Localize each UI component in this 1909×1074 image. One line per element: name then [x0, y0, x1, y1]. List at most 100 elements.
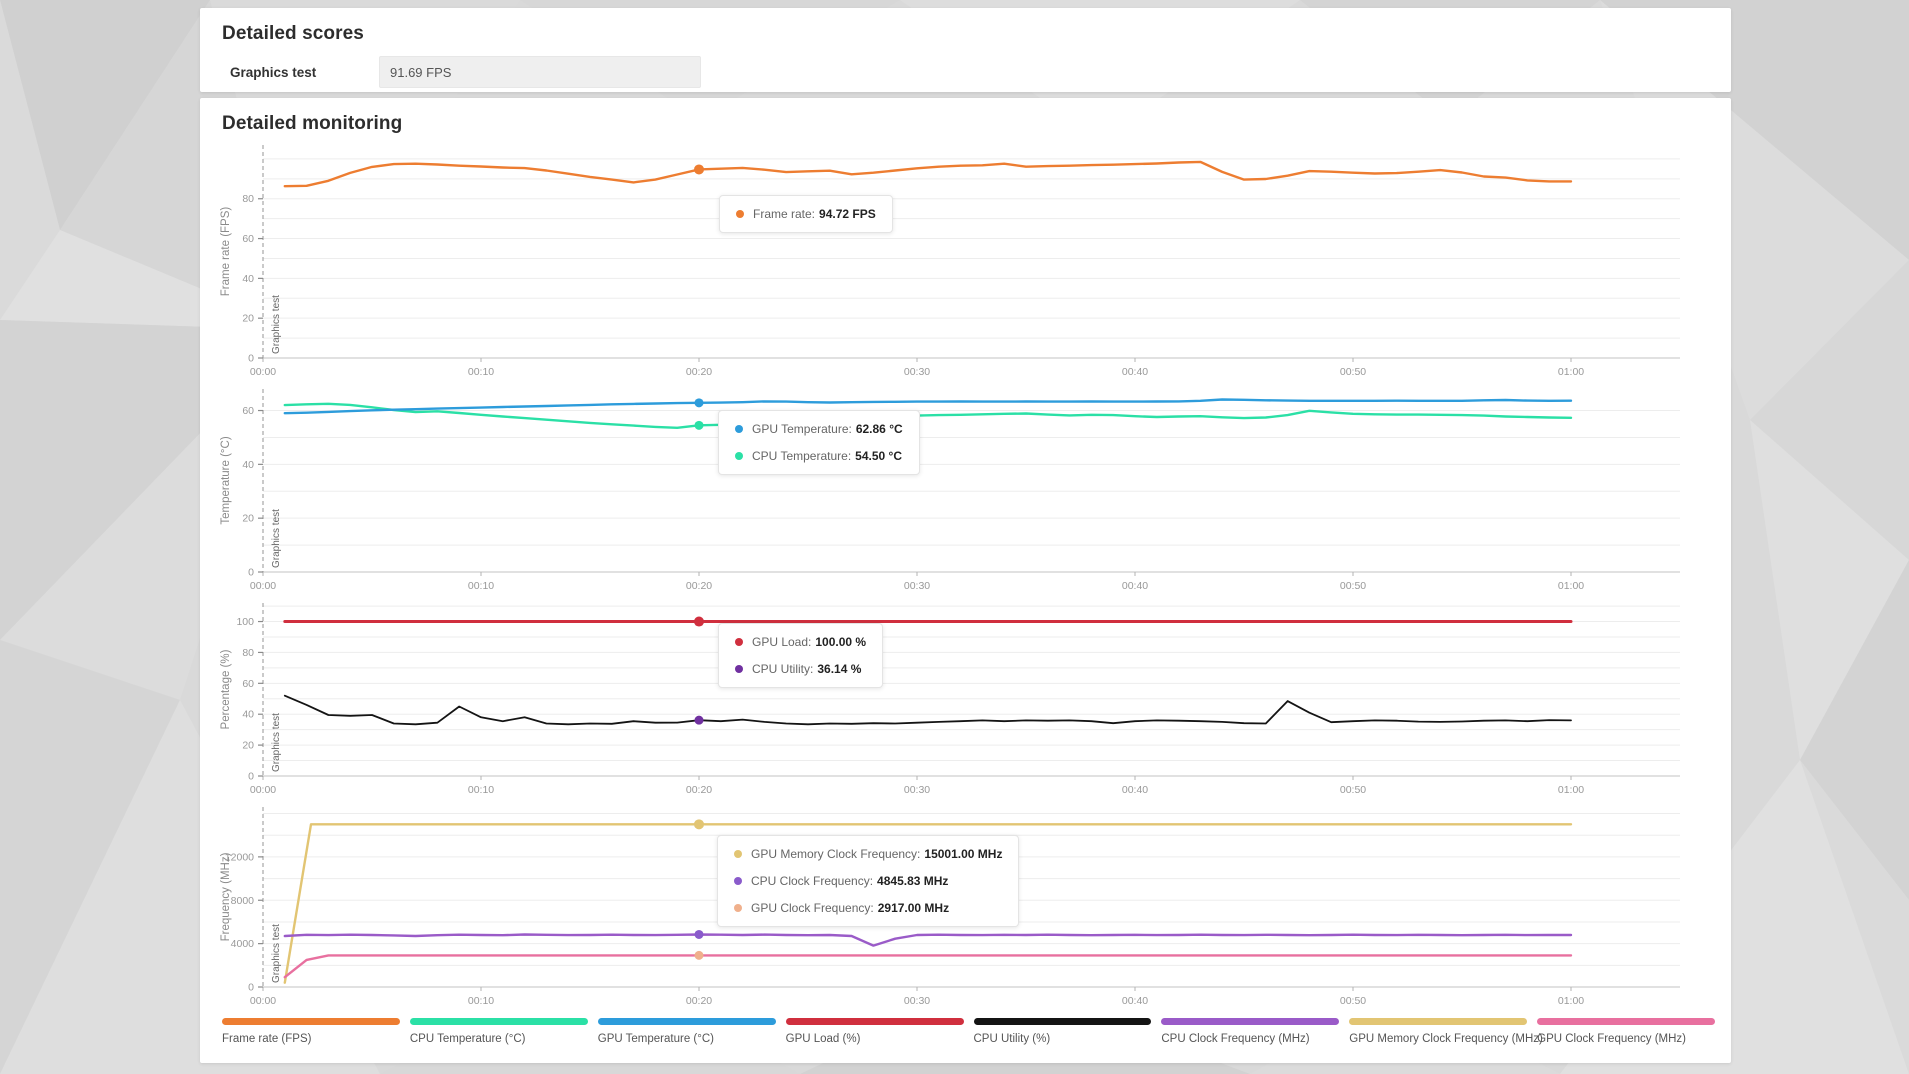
y-tick-label: 100 — [236, 616, 254, 628]
y-tick-label: 80 — [242, 647, 254, 659]
tooltip-series-dot-icon — [734, 904, 742, 912]
legend-label: GPU Memory Clock Frequency (MHz) — [1349, 1033, 1543, 1045]
hover-marker — [694, 164, 704, 175]
tooltip-series-dot-icon — [736, 210, 744, 218]
hover-marker — [694, 929, 704, 939]
x-tick-label: 00:10 — [468, 784, 494, 796]
y-tick-label: 60 — [242, 405, 254, 417]
y-tick-label: 20 — [242, 740, 254, 752]
graphics-test-label: Graphics test — [230, 64, 317, 80]
legend-item[interactable]: GPU Temperature (°C) — [597, 1018, 776, 1045]
legend-color-bar — [222, 1018, 400, 1025]
y-tick-label: 40 — [242, 273, 254, 285]
tooltip-series-dot-icon — [735, 425, 743, 433]
series-line — [283, 954, 1573, 979]
y-tick-label: 20 — [242, 513, 254, 525]
hover-marker — [694, 398, 704, 408]
chart-tooltip: GPU Memory Clock Frequency: 15001.00 MHz… — [717, 835, 1020, 927]
tooltip-label: GPU Temperature: — [752, 422, 852, 436]
detailed-monitoring-card: Detailed monitoring 00:00 00:10 00:20 00:30… — [200, 98, 1731, 1063]
chart-tooltip: GPU Load: 100.00 % CPU Utility: 36.14 % — [718, 623, 884, 688]
legend-label: GPU Temperature (°C) — [597, 1033, 714, 1045]
tooltip-row: GPU Clock Frequency: 2917.00 MHz — [734, 901, 1002, 915]
series-line — [283, 398, 1573, 415]
legend-label: CPU Utility (%) — [973, 1033, 1051, 1045]
x-tick-label: 00:30 — [904, 995, 930, 1007]
chart-legend: Frame rate (FPS) CPU Temperature (°C) GPU … — [222, 1018, 1715, 1045]
tooltip-label: CPU Temperature: — [752, 449, 852, 463]
series-line — [283, 694, 1572, 726]
tooltip-value: 54.50 °C — [855, 449, 902, 463]
percentage-chart-plot[interactable]: 00:00 00:10 00:20 00:30 00:40 00:50 01:00 0 20 40… — [216, 599, 1696, 803]
legend-item[interactable]: GPU Load (%) — [785, 1018, 964, 1045]
y-axis-title: Temperature (°C) — [220, 436, 232, 524]
legend-item[interactable]: CPU Temperature (°C) — [409, 1018, 588, 1045]
legend-item[interactable]: CPU Clock Frequency (MHz) — [1161, 1018, 1340, 1045]
tooltip-row: GPU Memory Clock Frequency: 15001.00 MHz — [734, 847, 1002, 861]
legend-item[interactable]: GPU Clock Frequency (MHz) — [1537, 1018, 1715, 1045]
x-tick-label: 01:00 — [1558, 784, 1584, 796]
legend-label: GPU Clock Frequency (MHz) — [1537, 1033, 1687, 1045]
hover-marker — [694, 420, 704, 430]
tooltip-label: GPU Memory Clock Frequency: — [751, 847, 921, 861]
series-line — [283, 402, 1573, 429]
x-tick-label: 00:10 — [468, 580, 494, 592]
tooltip-series-dot-icon — [734, 877, 742, 885]
y-tick-label: 0 — [248, 567, 254, 579]
tooltip-value: 94.72 FPS — [819, 207, 876, 221]
y-tick-label: 40 — [242, 459, 254, 471]
tooltip-series-dot-icon — [734, 850, 742, 858]
frame-rate-chart-plot[interactable]: 00:00 00:10 00:20 00:30 00:40 00:50 01:00 0 20 40… — [216, 141, 1696, 385]
hover-marker — [694, 616, 704, 627]
detailed-scores-card: Detailed scores Graphics test — [200, 8, 1731, 92]
x-tick-label: 00:10 — [468, 366, 494, 378]
legend-color-bar — [785, 1018, 964, 1025]
hover-marker — [694, 819, 704, 830]
legend-color-bar — [597, 1018, 776, 1025]
x-tick-label: 00:00 — [250, 995, 276, 1007]
tooltip-label: Frame rate: — [753, 207, 816, 221]
tooltip-label: GPU Load: — [752, 635, 812, 649]
chart-tooltip: Frame rate: 94.72 FPS — [719, 195, 893, 233]
y-tick-label: 60 — [242, 233, 254, 245]
y-tick-label: 20 — [242, 313, 254, 325]
x-tick-label: 01:00 — [1558, 580, 1584, 592]
section-label: Graphics test — [271, 713, 282, 772]
tooltip-value: 4845.83 MHz — [877, 874, 949, 888]
x-tick-label: 00:50 — [1340, 580, 1366, 592]
x-tick-label: 00:40 — [1122, 784, 1148, 796]
x-tick-label: 00:00 — [250, 784, 276, 796]
hover-marker — [694, 715, 704, 725]
legend-color-bar — [973, 1018, 1152, 1025]
legend-color-bar — [1537, 1018, 1715, 1025]
x-tick-label: 00:30 — [904, 784, 930, 796]
x-tick-label: 00:20 — [686, 784, 712, 796]
x-tick-label: 00:00 — [250, 366, 276, 378]
x-tick-label: 00:30 — [904, 366, 930, 378]
legend-color-bar — [409, 1018, 588, 1025]
graphics-test-score-field[interactable] — [379, 56, 701, 88]
detailed-monitoring-title: Detailed monitoring — [222, 113, 403, 134]
legend-color-bar — [1349, 1018, 1528, 1025]
legend-label: Frame rate (FPS) — [222, 1033, 312, 1045]
temperature-chart-plot[interactable]: 00:00 00:10 00:20 00:30 00:40 00:50 01:00 0 20 40… — [216, 385, 1696, 599]
series-line — [283, 933, 1573, 947]
tooltip-label: CPU Utility: — [752, 662, 814, 676]
legend-item[interactable]: CPU Utility (%) — [973, 1018, 1152, 1045]
x-tick-label: 00:00 — [250, 580, 276, 592]
tooltip-value: 15001.00 MHz — [924, 847, 1003, 861]
y-tick-label: 0 — [248, 771, 254, 783]
tooltip-row: CPU Clock Frequency: 4845.83 MHz — [734, 874, 1002, 888]
x-tick-label: 00:20 — [686, 366, 712, 378]
legend-color-bar — [1161, 1018, 1340, 1025]
legend-item[interactable]: GPU Memory Clock Frequency (MHz) — [1349, 1018, 1543, 1045]
x-tick-label: 00:10 — [468, 995, 494, 1007]
legend-item[interactable]: Frame rate (FPS) — [222, 1018, 400, 1045]
tooltip-value: 62.86 °C — [855, 422, 903, 436]
x-tick-label: 01:00 — [1558, 995, 1584, 1007]
percentage-chart: 00:00 00:10 00:20 00:30 00:40 00:50 01:00 0 20 40… — [216, 599, 1706, 803]
x-tick-label: 00:50 — [1340, 995, 1366, 1007]
charts-stack: 00:00 00:10 00:20 00:30 00:40 00:50 01:00 0 20 40… — [200, 141, 1731, 1014]
tooltip-label: CPU Clock Frequency: — [751, 874, 874, 888]
x-tick-label: 00:50 — [1340, 784, 1366, 796]
